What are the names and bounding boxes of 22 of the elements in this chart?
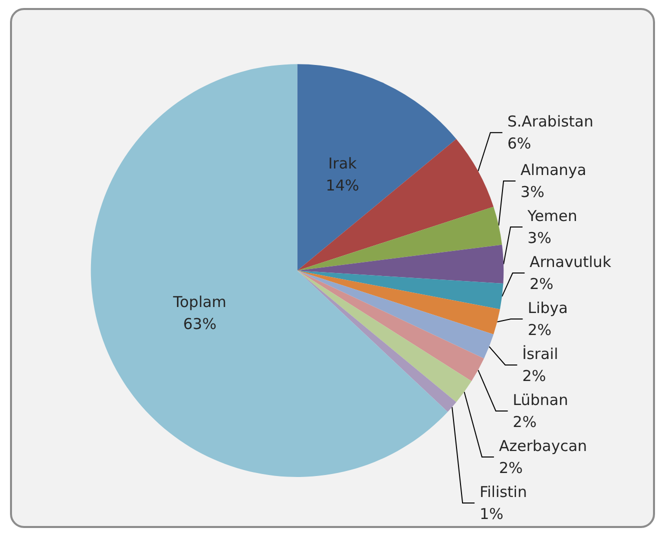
data-label: 63% bbox=[183, 314, 216, 333]
slice-label: Lübnan bbox=[512, 391, 568, 409]
data-label: 3% bbox=[520, 183, 544, 201]
data-label: 14% bbox=[326, 176, 360, 194]
data-label: 1% bbox=[480, 505, 504, 523]
data-label: 2% bbox=[530, 275, 554, 293]
data-label: 2% bbox=[498, 459, 523, 477]
slice-label: Yemen bbox=[526, 207, 578, 225]
slice-label: Filistin bbox=[480, 483, 527, 501]
slice-label: Arnavutluk bbox=[530, 253, 612, 271]
slice-label: Libya bbox=[528, 299, 568, 317]
data-label: 2% bbox=[528, 321, 552, 339]
slice-label: Toplam bbox=[172, 292, 226, 311]
slice-label: Irak bbox=[328, 154, 358, 172]
slice-label: Azerbaycan bbox=[498, 437, 588, 455]
data-label: 2% bbox=[522, 367, 546, 385]
slice-label: S.Arabistan bbox=[507, 112, 594, 131]
data-label: 3% bbox=[528, 229, 552, 247]
slice-label: Almanya bbox=[520, 161, 586, 179]
slice-label: İsrail bbox=[522, 345, 558, 363]
data-label: 6% bbox=[507, 134, 532, 153]
data-label: 2% bbox=[512, 413, 537, 431]
